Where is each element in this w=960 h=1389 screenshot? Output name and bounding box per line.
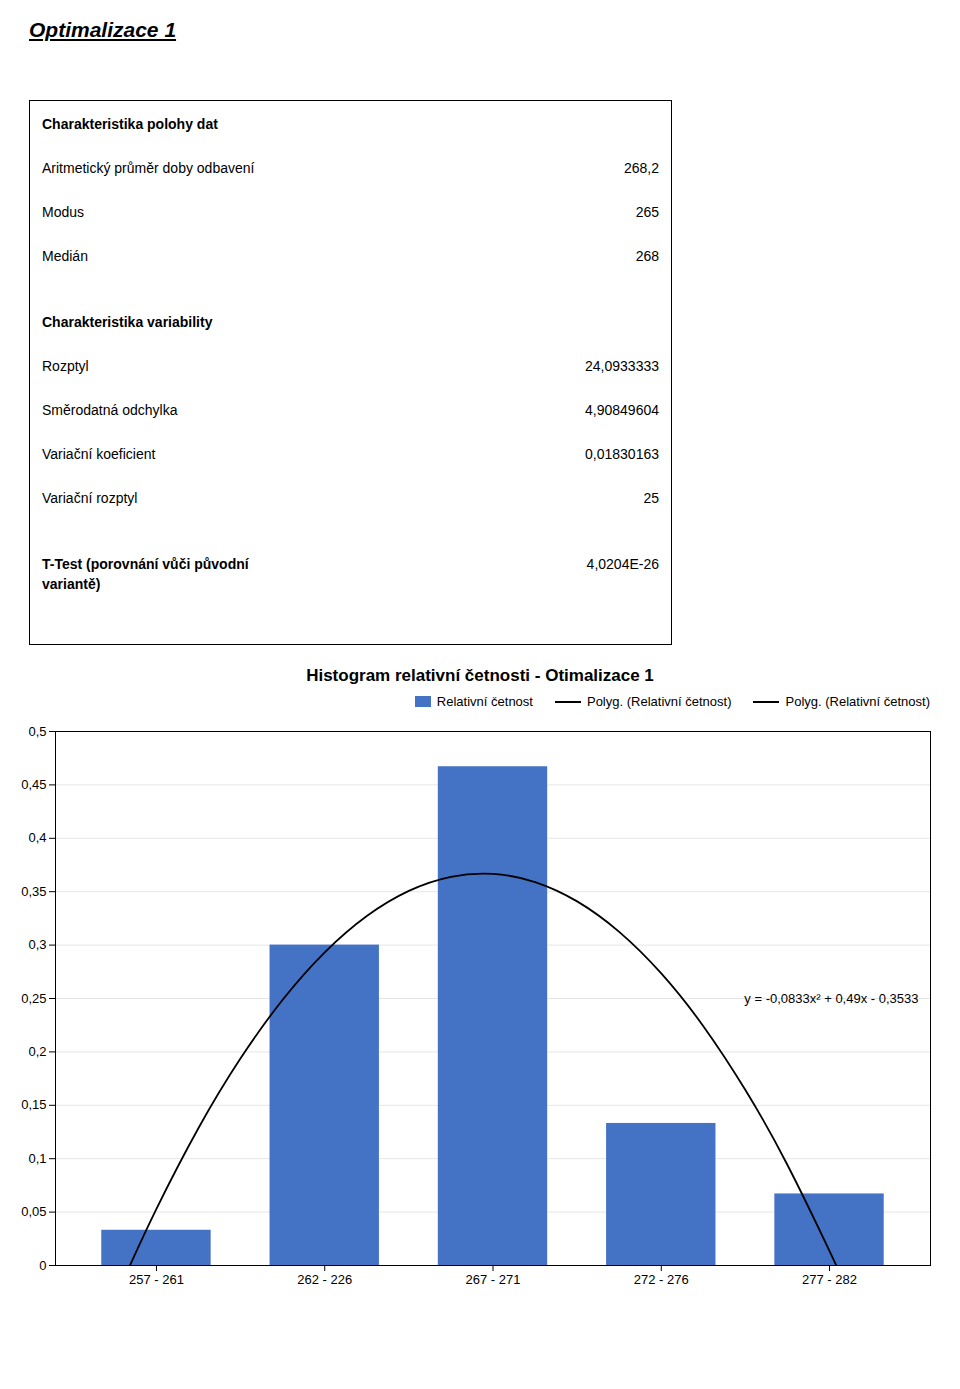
html-text:Rozptyl: Rozptyl — [42, 358, 89, 374]
svg-text:257 - 261: 257 - 261 — [129, 1272, 184, 1287]
html-text:25: 25 — [643, 490, 659, 506]
html-text:Medián: Medián — [42, 248, 88, 264]
svg-text:0,3: 0,3 — [28, 937, 46, 952]
html-text:Aritmetický průměr doby odbave: Aritmetický průměr doby odbavení — [42, 160, 255, 176]
svg-text:0,05: 0,05 — [21, 1204, 46, 1219]
svg-text:272 - 276: 272 - 276 — [634, 1272, 689, 1287]
html-text:268,2: 268,2 — [624, 160, 659, 176]
html-text:Relativní četnost: Relativní četnost — [436, 694, 533, 709]
html-text:0,01830163: 0,01830163 — [585, 446, 659, 462]
html-text:T-Test (porovnání vůči původní: T-Test (porovnání vůči původní variantě) — [42, 556, 249, 592]
html-text:Polyg. (Relativní četnost): Polyg. (Relativní četnost) — [785, 694, 930, 709]
svg-text:0,1: 0,1 — [28, 1151, 46, 1166]
svg-text:0,15: 0,15 — [21, 1097, 46, 1112]
html-text:Směrodatná odchylka: Směrodatná odchylka — [42, 402, 178, 418]
svg-text:0,35: 0,35 — [21, 884, 46, 899]
html-text:Variační koeficient: Variační koeficient — [42, 446, 156, 462]
html-text:Polyg. (Relativní četnost): Polyg. (Relativní četnost) — [587, 694, 732, 709]
svg-text:0,4: 0,4 — [28, 830, 46, 845]
svg-text:277 - 282: 277 - 282 — [802, 1272, 857, 1287]
svg-text:0,5: 0,5 — [28, 724, 46, 739]
html-text:265: 265 — [635, 204, 659, 220]
html-text:4,90849604: 4,90849604 — [585, 402, 659, 418]
svg-text:y = -0,0833x² + 0,49x - 0,3533: y = -0,0833x² + 0,49x - 0,3533 — [744, 991, 918, 1006]
svg-text:0,25: 0,25 — [21, 991, 46, 1006]
html-text:Charakteristika polohy dat: Charakteristika polohy dat — [42, 116, 218, 132]
html-text:24,0933333: 24,0933333 — [585, 358, 659, 374]
svg-text:0,45: 0,45 — [21, 777, 46, 792]
html-text:Charakteristika variability: Charakteristika variability — [42, 314, 213, 330]
html-text:Optimalizace 1: Optimalizace 1 — [29, 18, 177, 41]
svg-text:0: 0 — [39, 1258, 46, 1273]
html-text:Histogram relativní četnosti -: Histogram relativní četnosti - Otimaliza… — [306, 666, 654, 685]
svg-text:0,2: 0,2 — [28, 1044, 46, 1059]
html-text:268: 268 — [635, 248, 659, 264]
svg-text:262 - 226: 262 - 226 — [297, 1272, 352, 1287]
html-text:Modus: Modus — [42, 204, 84, 220]
html-text:Variační rozptyl: Variační rozptyl — [42, 490, 138, 506]
html-text:4,0204E-26: 4,0204E-26 — [586, 556, 659, 572]
svg-text:267 - 271: 267 - 271 — [466, 1272, 521, 1287]
